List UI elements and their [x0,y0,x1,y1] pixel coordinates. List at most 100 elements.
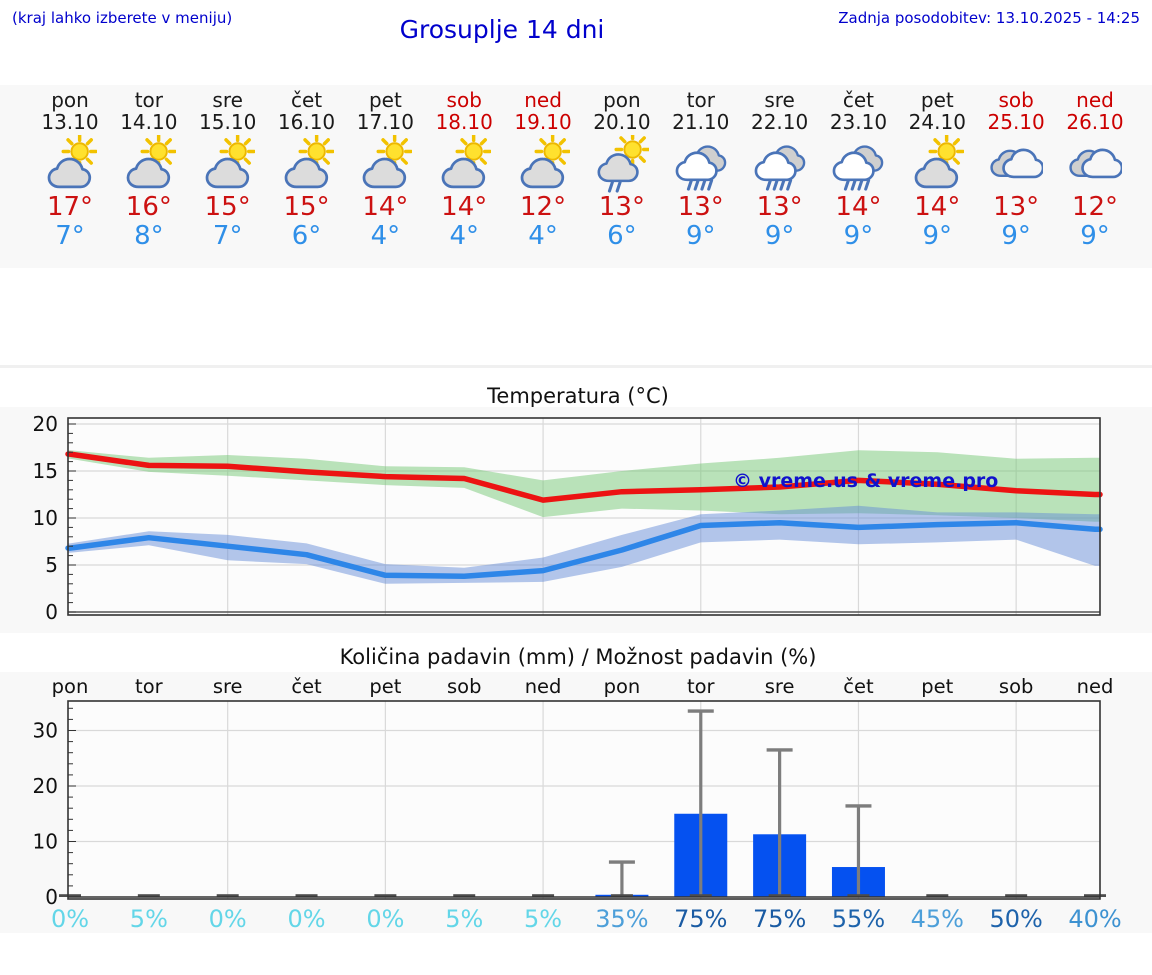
rain-shower-sun-icon [595,135,649,193]
partly-cloudy-icon [122,135,176,193]
precip-probability-label: 0% [287,905,325,933]
watermark: © vreme.us & vreme.pro [733,470,998,492]
svg-text:20: 20 [33,412,58,436]
low-temperature: 9° [685,221,716,251]
high-temperature: 14° [362,192,409,222]
precip-probability-label: 5% [445,905,483,933]
high-temperature: 14° [835,192,882,222]
day-name: tor [686,88,715,112]
day-date: 14.10 [120,110,178,134]
section-divider [0,365,1152,368]
low-temperature: 4° [528,221,558,251]
partly-cloudy-icon [201,135,255,193]
day-date: 23.10 [829,110,888,134]
partly-cloudy-icon [358,135,413,193]
temperature-line [65,519,1103,580]
precip-day-label: sre [765,675,795,698]
day-name: sre [764,88,795,112]
low-temperature: 6° [607,221,637,251]
day-name: tor [134,88,163,112]
day-name: ned [524,88,562,112]
day-name: ned [1076,88,1114,112]
temperature-chart: 0 5 10 15 20 © vreme.us & vreme.pro [0,407,1152,633]
high-temperature: 13° [993,192,1040,222]
precip-probability-label: 0% [209,905,247,933]
low-temperature: 6° [291,221,322,251]
day-date: 16.10 [277,110,336,134]
precip-day-label: sre [213,675,243,698]
uncertainty-band [68,450,1100,522]
low-temperature: 8° [134,221,164,251]
precip-day-label: ned [1077,675,1114,698]
rain-icon [831,135,885,193]
day-name: pon [51,88,89,112]
day-date: 20.10 [593,110,651,134]
precip-day-label: sob [999,675,1033,698]
rain-icon [674,135,728,193]
svg-text:10: 10 [33,506,58,530]
low-temperature: 9° [1001,221,1031,251]
day-column: ned 26.10 12° 9° [1055,89,1135,250]
last-updated: Zadnja posodobitev: 13.10.2025 - 14:25 [838,9,1140,27]
partly-cloudy-icon [516,135,571,193]
day-column: sre 15.10 15° 7° [188,89,268,250]
day-column: pon 13.10 17° 7° [30,89,110,250]
temperature-chart-title: Temperatura (°C) [487,384,669,408]
day-date: 13.10 [41,110,99,134]
precip-probability-label: 5% [130,905,168,933]
day-date: 19.10 [514,110,572,134]
precip-probability-label: 55% [832,905,885,933]
day-column: sob 18.10 14° 4° [424,89,504,250]
day-name: pet [920,88,954,112]
precip-probability-label: 0% [366,905,404,933]
svg-text:5: 5 [45,553,58,577]
rain-icon [753,135,807,193]
day-date: 15.10 [199,110,257,134]
partly-cloudy-icon [910,135,965,193]
day-name: sob [998,88,1034,112]
precipitation-chart-title: Količina padavin (mm) / Možnost padavin … [339,645,817,669]
precip-probability-label: 75% [753,905,806,933]
day-column: pet 24.10 14° 9° [897,89,977,250]
high-temperature: 15° [204,192,251,222]
high-temperature: 14° [914,192,961,222]
precip-probability-label: 75% [674,905,727,933]
svg-text:0: 0 [45,600,58,624]
high-temperature: 12° [520,192,567,222]
day-date: 22.10 [750,110,809,134]
precip-probability-label: 5% [524,905,562,933]
partly-cloudy-icon [43,135,97,193]
day-date: 26.10 [1066,110,1124,134]
day-date: 21.10 [672,110,730,134]
precip-day-label: pet [369,675,401,698]
day-name: pon [603,88,641,112]
precip-day-label: pet [921,675,953,698]
precip-probability-label: 50% [989,905,1042,933]
day-column: čet 23.10 14° 9° [818,89,898,250]
page-title: Grosuplje 14 dni [399,15,605,44]
day-column: tor 14.10 16° 8° [109,89,189,250]
day-name: sob [446,88,482,112]
day-date: 24.10 [908,110,966,134]
low-temperature: 9° [764,221,795,251]
precip-probability-label: 0% [51,905,89,933]
precip-probability-label: 40% [1068,905,1121,933]
day-name: čet [842,88,875,112]
day-name: sre [212,88,243,112]
partly-cloudy-icon [280,135,334,193]
high-temperature: 16° [125,192,172,222]
precip-day-label: tor [687,675,716,698]
precip-day-label: sob [447,675,481,698]
precip-day-label: pon [604,675,641,698]
precip-probability-label: 45% [911,905,964,933]
day-column: ned 19.10 12° 4° [503,89,583,250]
day-column: pon 20.10 13° 6° [582,89,662,250]
high-temperature: 14° [441,192,488,222]
partly-cloudy-icon [437,135,492,193]
precipitation-chart: 0 10 20 30 pon tor sre čet pet sob ned pon tor sre čet… [0,672,1152,933]
svg-text:30: 30 [33,719,58,743]
day-name: pet [368,88,402,112]
high-temperature: 13° [598,192,645,222]
low-temperature: 4° [370,221,401,251]
